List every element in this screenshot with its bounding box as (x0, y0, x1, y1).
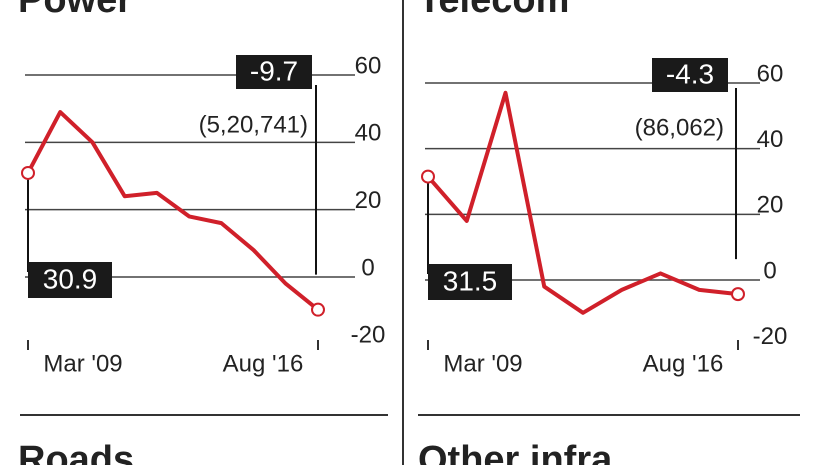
y-tick-label: 0 (361, 254, 374, 281)
end-marker (421, 169, 435, 184)
panel-title: Other infra (418, 439, 613, 465)
panel-title: Power (18, 0, 132, 21)
annotation: (86,062) (635, 114, 724, 141)
end-marker (311, 302, 325, 317)
x-tick-label: Mar '09 (43, 350, 122, 377)
y-tick-label: 0 (763, 257, 776, 284)
panel-title: Telecom (418, 0, 569, 21)
line-series (26, 110, 320, 312)
label-box (236, 55, 312, 89)
y-tick-label: -20 (753, 323, 788, 350)
data-label: 30.9 (43, 263, 98, 294)
y-tick-label: 20 (355, 187, 382, 214)
label-box (428, 264, 512, 300)
label-box (28, 262, 112, 298)
x-tick-label: Aug '16 (223, 350, 304, 377)
line-series (426, 90, 739, 315)
annotation: (5,20,741) (199, 111, 308, 138)
y-tick-label: 20 (757, 192, 784, 219)
x-tick-label: Mar '09 (443, 350, 522, 377)
data-label: 31.5 (443, 265, 498, 296)
y-tick-label: -20 (351, 322, 386, 349)
y-tick-label: 60 (757, 60, 784, 87)
y-tick-label: 40 (757, 126, 784, 153)
y-tick-label: 60 (355, 52, 382, 79)
data-label: -9.7 (250, 55, 298, 86)
x-tick-label: Aug '16 (643, 350, 724, 377)
end-marker (731, 287, 745, 302)
end-marker (21, 165, 35, 180)
data-label: -4.3 (666, 58, 714, 89)
label-box (652, 58, 728, 92)
panel-title: Roads (18, 439, 134, 465)
y-tick-label: 40 (355, 120, 382, 147)
